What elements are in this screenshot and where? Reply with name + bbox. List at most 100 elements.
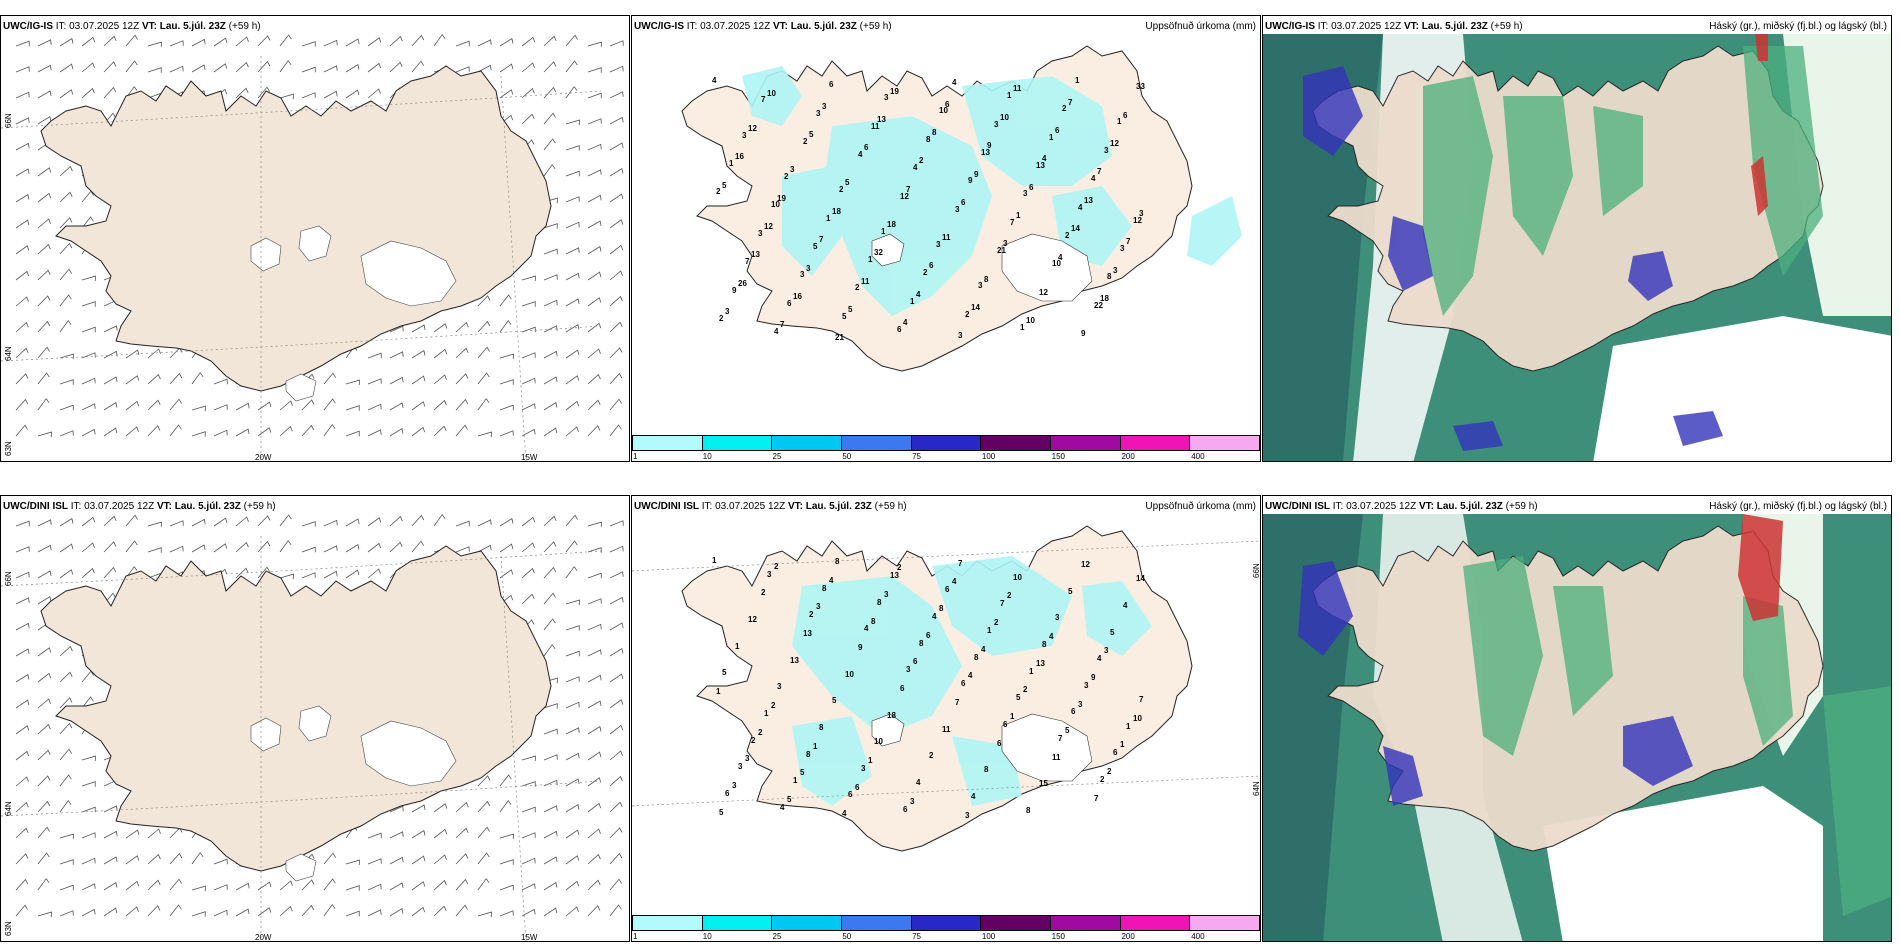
precip-value-label: 4 bbox=[932, 612, 937, 621]
wind-barb bbox=[587, 92, 602, 99]
wind-barb bbox=[301, 879, 315, 891]
wind-barb bbox=[279, 905, 293, 917]
wind-barb bbox=[389, 402, 404, 411]
wind-barb bbox=[587, 220, 602, 229]
wind-barb bbox=[103, 541, 117, 553]
panel-title: UWC/DINI ISL IT: 03.07.2025 12Z VT: Lau.… bbox=[634, 501, 907, 512]
wind-barb bbox=[59, 774, 72, 787]
colorbar-tick: 1 bbox=[633, 452, 638, 461]
precip-value-label: 2 bbox=[1065, 231, 1070, 240]
wind-barb bbox=[15, 750, 30, 761]
colorbar-tick: 50 bbox=[842, 932, 852, 941]
wind-barb bbox=[103, 907, 118, 917]
cloud-map-panel-bottom: UWC/DINI ISL IT: 03.07.2025 12Z VT: Lau.… bbox=[1262, 495, 1892, 942]
precip-value-label: 2 bbox=[855, 283, 860, 292]
wind-barb bbox=[587, 425, 601, 437]
wind-barb bbox=[499, 37, 514, 47]
wind-barb bbox=[345, 859, 360, 866]
lat-label-66: 66N bbox=[4, 113, 13, 128]
wind-barb bbox=[565, 752, 580, 761]
wind-barb bbox=[15, 296, 29, 307]
wind-barb bbox=[213, 63, 228, 73]
wind-barb bbox=[15, 347, 29, 359]
wind-barb bbox=[147, 425, 161, 437]
precip-value-label: 2 bbox=[929, 751, 934, 760]
precip-value-label: 4 bbox=[981, 645, 986, 654]
precip-value-label: 4 bbox=[780, 803, 785, 812]
wind-barb bbox=[499, 294, 512, 307]
wind-barb bbox=[521, 832, 536, 839]
wind-barb bbox=[15, 270, 30, 281]
wind-barb bbox=[477, 64, 492, 73]
precip-value-label: 4 bbox=[903, 318, 908, 327]
wind-barb bbox=[477, 519, 492, 527]
wind-barb bbox=[59, 833, 74, 840]
colorbar-tick: 10 bbox=[702, 452, 712, 461]
precip-value-label: 5 bbox=[1065, 726, 1070, 735]
precip-value-label: 8 bbox=[919, 639, 924, 648]
wind-barb bbox=[389, 805, 404, 813]
wind-barb bbox=[609, 852, 623, 865]
wind-barb bbox=[37, 595, 52, 605]
wind-barb bbox=[433, 905, 447, 917]
wind-barb bbox=[323, 65, 338, 73]
wind-barb bbox=[257, 35, 271, 47]
wind-barb bbox=[59, 165, 73, 177]
wind-barb bbox=[587, 547, 602, 553]
wind-barb bbox=[169, 372, 183, 385]
precip-value-label: 8 bbox=[926, 135, 931, 144]
wind-barb bbox=[147, 828, 161, 839]
precip-value-label: 12 bbox=[748, 615, 757, 624]
precip-value-label: 8 bbox=[1107, 272, 1112, 281]
wind-barb bbox=[15, 546, 30, 553]
wind-barb bbox=[521, 781, 536, 787]
precip-value-label: 33 bbox=[1136, 82, 1145, 91]
precip-value-label: 3 bbox=[822, 102, 827, 111]
wind-barb bbox=[521, 755, 536, 762]
cloud-map-panel-top: UWC/IG-IS IT: 03.07.2025 12Z VT: Lau. 5.… bbox=[1262, 15, 1892, 462]
precip-title: Uppsöfnuð úrkoma (mm) bbox=[1145, 501, 1256, 512]
wind-barb bbox=[59, 268, 72, 281]
wind-barb bbox=[213, 909, 228, 917]
wind-barb bbox=[279, 880, 293, 891]
colorbar-tick: 25 bbox=[772, 932, 782, 941]
precip-value-label: 2 bbox=[774, 562, 779, 571]
wind-barb bbox=[37, 398, 50, 411]
wind-barb bbox=[345, 885, 360, 891]
wind-barb bbox=[609, 801, 623, 813]
precip-value-label: 6 bbox=[1029, 183, 1034, 192]
wind-barb bbox=[15, 673, 30, 683]
wind-barb bbox=[191, 852, 204, 865]
wind-barb bbox=[323, 90, 338, 99]
wind-barb bbox=[37, 39, 52, 47]
precip-value-label: 2 bbox=[1062, 104, 1067, 113]
precip-value-label: 3 bbox=[936, 240, 941, 249]
precip-value-label: 18 bbox=[832, 207, 841, 216]
precip-map-panel-bottom: UWC/DINI ISL IT: 03.07.2025 12Z VT: Lau.… bbox=[631, 495, 1261, 942]
precip-value-label: 5 bbox=[848, 305, 853, 314]
wind-barb bbox=[565, 727, 580, 735]
wind-barb bbox=[565, 625, 580, 631]
wind-barb bbox=[499, 517, 514, 527]
precip-value-label: 8 bbox=[822, 584, 827, 593]
lon-label-20w: 20W bbox=[255, 453, 272, 462]
precip-value-label: 6 bbox=[945, 100, 950, 109]
wind-barb bbox=[389, 856, 404, 865]
precip-value-label: 4 bbox=[968, 671, 973, 680]
precip-map-panel-top: UWC/IG-IS IT: 03.07.2025 12Z VT: Lau. 5.… bbox=[631, 15, 1261, 462]
wind-barb bbox=[37, 672, 52, 683]
wind-barb bbox=[81, 781, 96, 787]
wind-barb bbox=[543, 86, 557, 99]
wind-barb bbox=[81, 352, 96, 359]
wind-barb bbox=[323, 424, 336, 437]
wind-barb bbox=[59, 697, 73, 709]
precip-value-label: 13 bbox=[1036, 659, 1045, 668]
wind-barb bbox=[521, 883, 536, 891]
precip-value-label: 13 bbox=[751, 250, 760, 259]
precip-value-label: 6 bbox=[997, 739, 1002, 748]
wind-barb bbox=[345, 569, 360, 579]
wind-barb bbox=[565, 803, 580, 813]
lat-label-63: 63N bbox=[4, 441, 13, 456]
wind-barb bbox=[235, 36, 249, 47]
precip-value-label: 8 bbox=[974, 653, 979, 662]
